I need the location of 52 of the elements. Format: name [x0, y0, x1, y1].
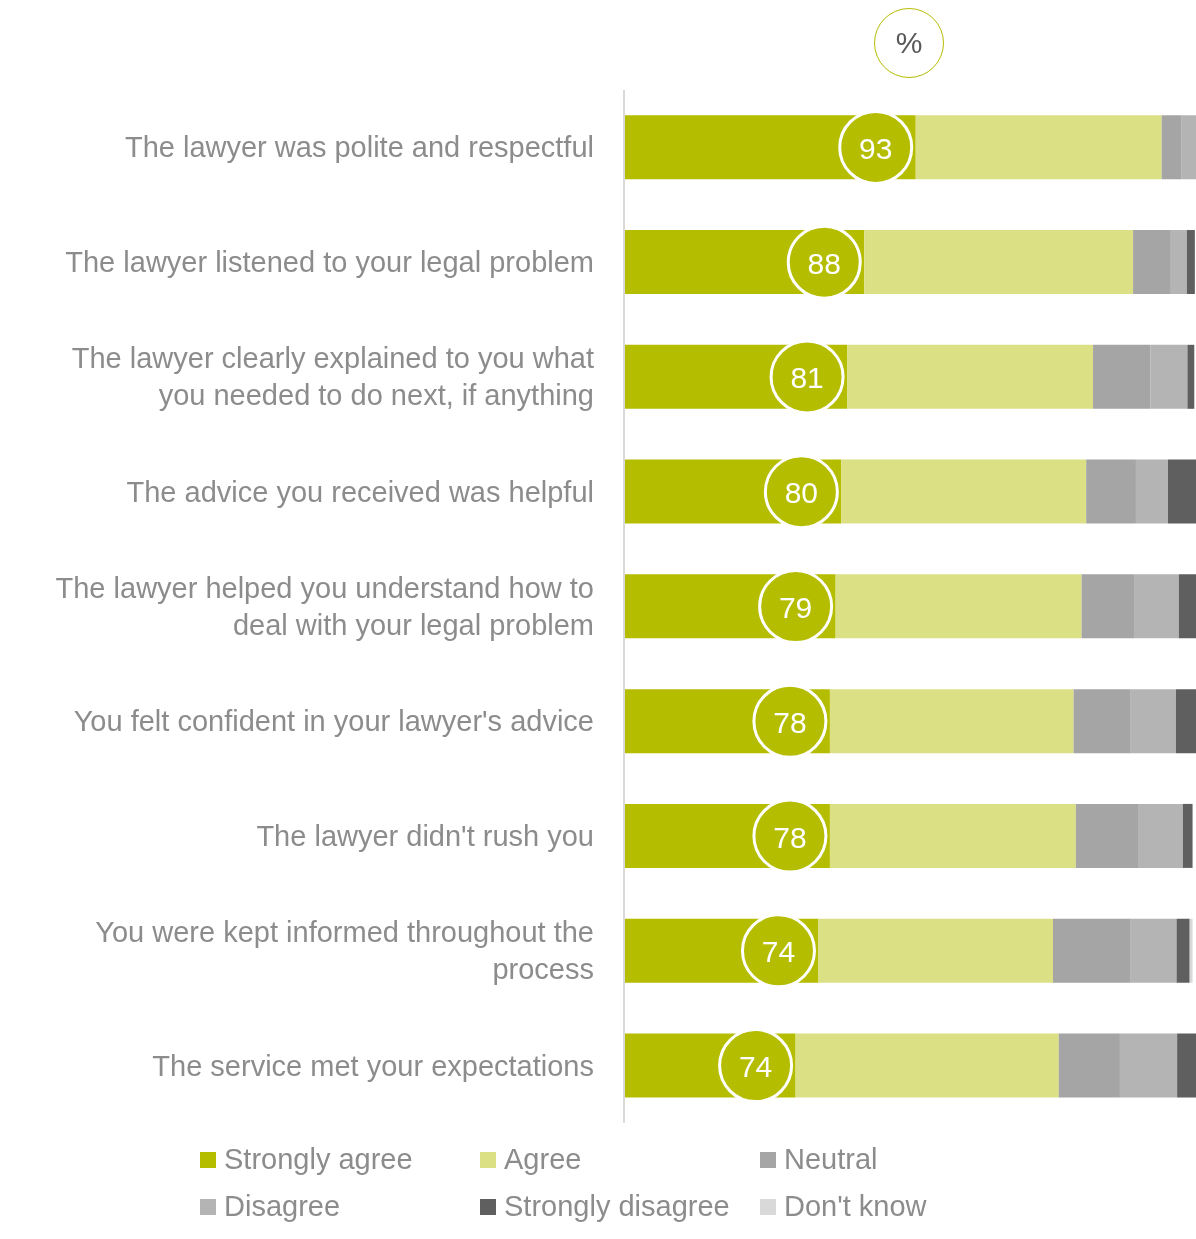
bar	[1182, 803, 1193, 868]
y-tick-label: The service met your expectations	[152, 1049, 594, 1082]
annotation: 80	[784, 476, 819, 510]
bar	[1181, 115, 1196, 180]
bar	[1133, 230, 1171, 295]
bar	[1150, 344, 1188, 409]
bar	[1134, 574, 1179, 639]
annotation: 74	[738, 1050, 773, 1084]
annotation: 93	[859, 131, 893, 165]
bar	[1053, 918, 1131, 983]
legend-label: Neutral	[783, 1143, 879, 1176]
bar	[1178, 574, 1196, 639]
bar	[1186, 230, 1195, 295]
bar	[1081, 574, 1135, 639]
bar	[1177, 1033, 1196, 1098]
bar	[1176, 918, 1190, 983]
bar	[1130, 689, 1176, 754]
y-tick-label: You were kept informed throughout the process	[95, 916, 594, 986]
annotation: 81	[790, 361, 824, 395]
y-tick-label: The lawyer didn't rush you	[256, 820, 594, 853]
legend-label: Don't know	[783, 1190, 928, 1223]
bar	[1073, 689, 1131, 754]
bar	[1130, 918, 1177, 983]
y-tick-label: The advice you received was helpful	[126, 475, 594, 508]
y-tick-label: You felt confident in your lawyer's advice	[73, 705, 594, 738]
bar	[1058, 1033, 1120, 1098]
annotation: 78	[773, 705, 807, 739]
annotation: 79	[778, 591, 813, 624]
y-tick-label: The lawyer helped you understand how to deal with your legal problem	[55, 572, 594, 641]
bar	[1138, 803, 1183, 868]
bar	[1170, 230, 1187, 295]
bar	[1161, 115, 1182, 180]
legend-label: Agree	[503, 1143, 583, 1176]
legend-label: Strongly agree	[223, 1143, 414, 1176]
bar	[1086, 459, 1136, 524]
bar	[1135, 459, 1168, 524]
annotation: 78	[773, 820, 807, 854]
bar	[1167, 459, 1196, 524]
bar	[1175, 689, 1196, 754]
legend-label: Disagree	[223, 1190, 342, 1223]
bar	[1189, 918, 1193, 983]
legend-label: Strongly disagree	[503, 1190, 731, 1223]
annotation: 88	[807, 246, 841, 280]
bar	[1119, 1033, 1178, 1098]
bar	[1093, 344, 1151, 409]
y-tick-label: The lawyer was polite and respectful	[124, 131, 594, 164]
bar	[1187, 344, 1195, 409]
annotation: 74	[761, 935, 796, 969]
y-tick-label: The lawyer clearly explained to you what you needed to do next, if anything	[71, 342, 594, 412]
x-axis-title: %	[874, 8, 944, 78]
y-tick-label: The lawyer listened to your legal problem	[65, 246, 594, 279]
bar	[1075, 803, 1139, 868]
